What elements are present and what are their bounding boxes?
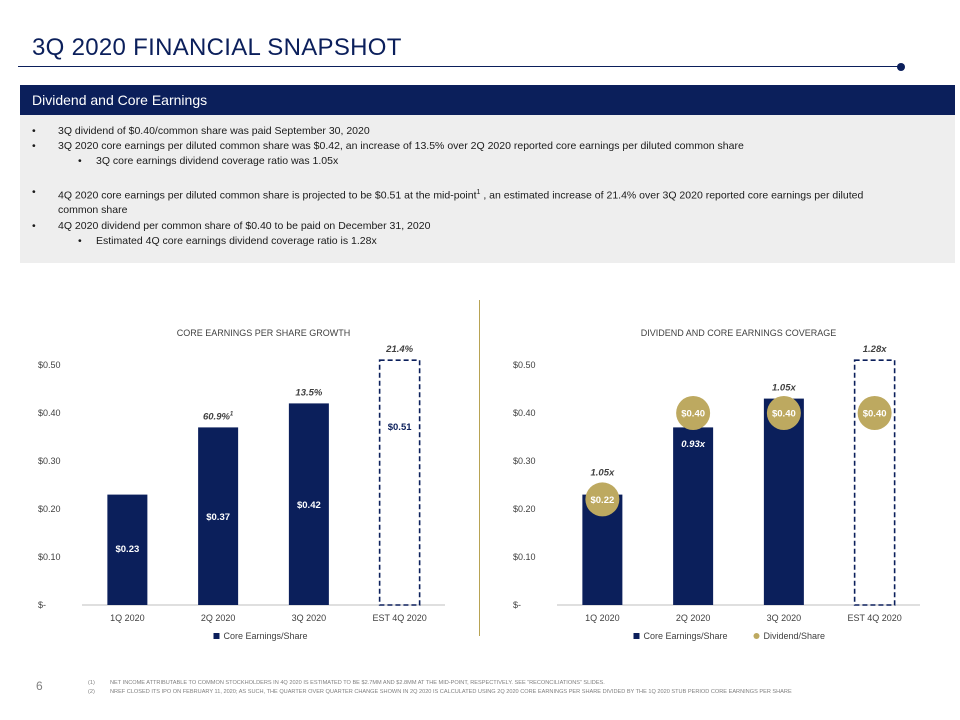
title-rule (18, 66, 902, 67)
growth-annotation: 21.4% (385, 344, 413, 355)
footnote-number: (2) (88, 688, 95, 695)
footnote-number: (1) (88, 680, 95, 686)
y-tick-label: $- (513, 600, 521, 610)
legend-label: Core Earnings/Share (644, 631, 728, 641)
dividend-value-label: $0.40 (681, 409, 705, 420)
dividend-value-label: $0.22 (590, 495, 614, 506)
y-tick-label: $0.50 (513, 360, 536, 370)
footnote: (1) NET INCOME ATTRIBUTABLE TO COMMON ST… (88, 679, 792, 688)
footnotes: (1) NET INCOME ATTRIBUTABLE TO COMMON ST… (88, 679, 792, 696)
y-tick-label: $0.30 (513, 456, 536, 466)
x-tick-label: 2Q 2020 (201, 613, 236, 623)
bar-value-label: $0.23 (115, 544, 139, 555)
dividend-value-label: $0.40 (772, 409, 796, 420)
y-tick-label: $- (38, 600, 46, 610)
section-header: Dividend and Core Earnings (20, 85, 955, 115)
chart-divider (479, 300, 480, 636)
bullet-dot-icon: • (32, 125, 36, 137)
y-tick-label: $0.20 (38, 504, 61, 514)
page-title: 3Q 2020 FINANCIAL SNAPSHOT (32, 34, 402, 61)
bullet-item: • 4Q 2020 core earnings per diluted comm… (20, 185, 955, 219)
core-earnings-bar (107, 494, 148, 605)
x-tick-label: EST 4Q 2020 (847, 613, 901, 623)
core-earnings-bar (763, 398, 804, 605)
footnote-ref: 1 (230, 411, 234, 417)
coverage-ratio-label: 1.05x (590, 467, 614, 478)
coverage-ratio-label: 1.28x (863, 344, 887, 355)
estimate-bar (853, 359, 896, 606)
x-tick-label: 3Q 2020 (292, 613, 327, 623)
bullet-spacer (20, 170, 955, 185)
core-earnings-growth-chart: CORE EARNINGS PER SHARE GROWTH $- $0.10 $0.… (38, 328, 445, 641)
bullet-text: Estimated 4Q core earnings dividend cove… (96, 234, 377, 247)
y-tick-label: $0.40 (38, 408, 61, 418)
y-tick-label: $0.40 (513, 408, 536, 418)
footnote-text: NET INCOME ATTRIBUTABLE TO COMMON STOCKH… (110, 680, 605, 686)
bullet-item: • 3Q dividend of $0.40/common share was … (20, 124, 955, 139)
coverage-ratio-label: 1.05x (772, 383, 796, 394)
y-tick-label: $0.20 (513, 504, 536, 514)
bullet-text: 3Q 2020 core earnings per diluted common… (58, 140, 744, 153)
bullet-dot-icon: • (78, 155, 82, 168)
chart-title: DIVIDEND AND CORE EARNINGS COVERAGE (641, 328, 837, 338)
footnote-text: NREF CLOSED ITS IPO ON FEBRUARY 11, 2020… (110, 688, 792, 695)
bullet-item: • 3Q 2020 core earnings per diluted comm… (20, 139, 955, 154)
y-tick-label: $0.50 (38, 360, 61, 370)
footnote: (2) NREF CLOSED ITS IPO ON FEBRUARY 11, … (88, 688, 792, 697)
x-tick-label: EST 4Q 2020 (372, 613, 426, 623)
sub-bullet-item: • 3Q core earnings dividend coverage rat… (20, 154, 955, 169)
bullet-dot-icon: • (32, 219, 36, 232)
bullet-list: • 3Q dividend of $0.40/common share was … (20, 115, 955, 263)
legend-label: Core Earnings/Share (224, 631, 308, 641)
x-tick-label: 3Q 2020 (767, 613, 802, 623)
growth-annotation: 60.9%1 (203, 411, 234, 422)
x-tick-label: 2Q 2020 (676, 613, 711, 623)
x-tick-label: 1Q 2020 (110, 613, 145, 623)
x-tick-label: 1Q 2020 (585, 613, 620, 623)
bullet-item: • 4Q 2020 dividend per common share of $… (20, 219, 955, 234)
growth-annotation: 13.5% (295, 387, 322, 398)
legend-label: Dividend/Share (764, 631, 826, 641)
sub-bullet-item: • Estimated 4Q core earnings dividend co… (20, 234, 955, 249)
bullet-text: 4Q 2020 core earnings per diluted common… (58, 189, 477, 202)
bullet-dot-icon: • (78, 234, 82, 247)
title-rule-dot (897, 63, 905, 71)
core-earnings-bar (198, 427, 239, 605)
footnote-ref: 1 (476, 188, 481, 196)
core-earnings-bar (673, 427, 714, 605)
legend-dividend-swatch (753, 633, 760, 639)
dividend-marker (766, 396, 801, 430)
dividend-coverage-chart: DIVIDEND AND CORE EARNINGS COVERAGE $- $0.… (513, 328, 920, 641)
bullet-text: , an estimated increase of 21.4% over 3Q… (58, 189, 864, 217)
y-tick-label: $0.10 (38, 552, 61, 562)
bullet-text: 3Q core earnings dividend coverage ratio… (96, 155, 339, 168)
estimate-bar (378, 359, 421, 606)
bullet-dot-icon: • (32, 185, 36, 198)
bar-value-label: $0.42 (297, 500, 321, 511)
dividend-value-label: $0.40 (863, 409, 887, 420)
bar-value-label: $0.51 (388, 422, 412, 433)
y-tick-label: $0.30 (38, 456, 61, 466)
bullet-dot-icon: • (32, 140, 36, 153)
bullet-text: 4Q 2020 dividend per common share of $0.… (58, 219, 431, 232)
legend-earnings-swatch (633, 633, 640, 639)
dividend-marker (585, 482, 620, 517)
chart-title: CORE EARNINGS PER SHARE GROWTH (177, 328, 351, 338)
bar-value-label: $0.37 (206, 512, 230, 523)
coverage-ratio-label: 0.93x (681, 439, 705, 450)
dividend-marker (857, 396, 892, 430)
bullet-text: 3Q dividend of $0.40/common share was pa… (58, 125, 370, 137)
page-number: 6 (36, 679, 43, 693)
dividend-marker (676, 396, 711, 430)
legend-earnings-swatch (213, 633, 220, 639)
y-tick-label: $0.10 (513, 552, 536, 562)
core-earnings-bar (288, 403, 329, 605)
